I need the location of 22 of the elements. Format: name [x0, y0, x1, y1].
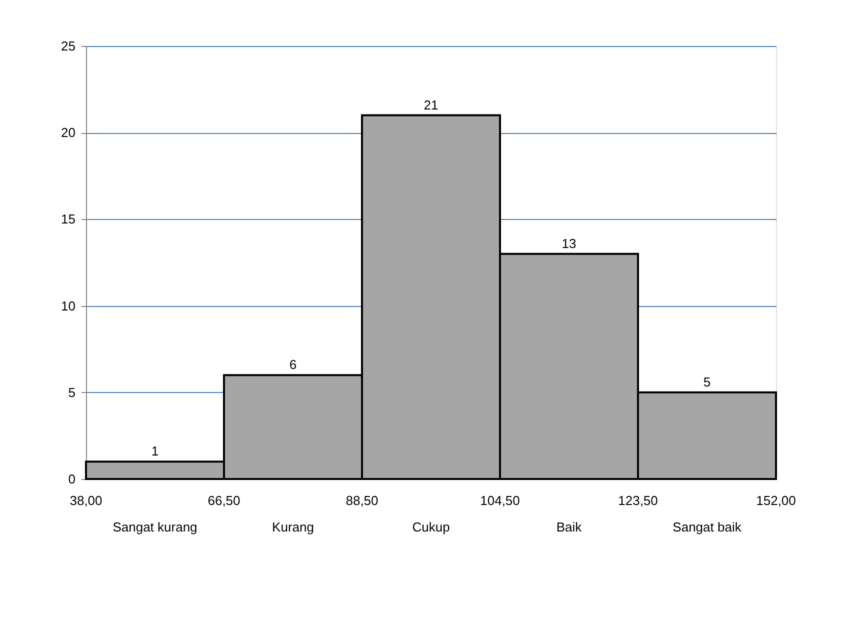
y-tick-label: 10 [61, 298, 76, 314]
text: 152,00 [756, 493, 796, 508]
data-label: 21 [424, 97, 438, 112]
text: 88,50 [346, 493, 378, 508]
text: 66,50 [208, 493, 240, 508]
text: 104,50 [480, 493, 520, 508]
x-tick-label: Sangat baik [672, 520, 742, 534]
x-tick-label: Baik [556, 520, 582, 534]
data-label: 5 [703, 374, 711, 390]
y-tick-label: 5 [68, 384, 76, 400]
text: 38,00 [70, 493, 102, 508]
x-tick-label: Cukup [412, 520, 450, 534]
x-tick-label: Sangat kurang [112, 520, 198, 534]
y-tick-label: 25 [61, 38, 76, 54]
data-label: 6 [289, 357, 297, 372]
data-label: 1 [151, 444, 159, 459]
y-tick-label: 0 [68, 472, 76, 486]
y-tick-label: 20 [61, 125, 76, 140]
y-tick-label: 15 [61, 212, 76, 227]
x-tick-label: Kurang [272, 520, 314, 534]
data-label: 13 [562, 236, 576, 251]
text: 123,50 [618, 493, 658, 508]
